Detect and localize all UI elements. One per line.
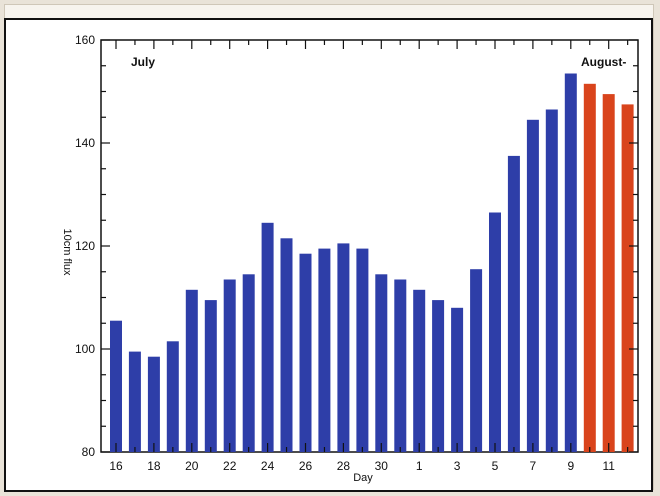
axis-ticks: [101, 39, 638, 453]
y-tick-label: 80: [82, 445, 96, 459]
y-tick-label: 160: [75, 33, 95, 47]
x-tick-label: 5: [492, 459, 499, 473]
bar-observed: [223, 279, 236, 452]
bar-chart: 80 100 120 140 160 16 18 20 22 24 26 28 30 1 3 5 7 9 11 Ju…: [61, 33, 639, 484]
bar-forecast: [602, 94, 615, 452]
bar-observed: [545, 109, 558, 452]
bar-observed: [204, 300, 217, 452]
x-tick-label: 24: [261, 459, 275, 473]
bar-observed: [413, 289, 426, 452]
bar-observed: [489, 212, 501, 452]
x-tick-label: 3: [454, 459, 461, 473]
annotation-august: August-: [581, 55, 626, 69]
x-tick-label: 1: [416, 459, 423, 473]
bar-observed: [128, 351, 141, 452]
x-tick-label: 16: [109, 459, 123, 473]
bar-forecast: [621, 104, 634, 453]
bar-forecast: [583, 83, 596, 453]
x-tick-label: 20: [185, 459, 199, 473]
x-tick-label: 9: [567, 459, 574, 473]
bar-observed: [110, 320, 122, 452]
bar-observed: [242, 274, 255, 452]
bar-observed: [337, 243, 350, 452]
x-axis-title: Day: [353, 472, 373, 484]
y-tick-label: 140: [75, 136, 95, 150]
bar-observed: [299, 253, 312, 452]
bar-observed: [261, 222, 274, 452]
bar-observed: [356, 248, 369, 452]
bar-observed: [166, 341, 179, 452]
y-tick-label: 100: [75, 342, 95, 356]
x-tick-label: 18: [147, 459, 161, 473]
annotation-july: July: [131, 55, 155, 69]
x-tick-label: 11: [602, 459, 615, 473]
bar-observed: [432, 300, 445, 452]
bars: [110, 73, 634, 453]
bar-observed: [394, 279, 407, 452]
y-axis-title: 10cm flux: [61, 228, 73, 276]
bar-observed: [185, 289, 198, 452]
bar-observed: [507, 155, 520, 452]
bar-observed: [526, 119, 539, 453]
x-tick-label: 7: [530, 459, 537, 473]
bar-observed: [470, 269, 483, 452]
x-tick-label: 26: [299, 459, 313, 473]
x-tick-label: 28: [337, 459, 351, 473]
bar-observed: [451, 307, 464, 452]
bar-observed: [318, 248, 331, 452]
bar-observed: [147, 356, 160, 452]
x-tick-label: 22: [223, 459, 237, 473]
x-tick-label: 30: [375, 459, 389, 473]
axis-labels: 80 100 120 140 160 16 18 20 22 24 26 28 30 1 3 5 7 9 11: [75, 33, 615, 473]
bar-observed: [564, 73, 577, 452]
chart-panel: 80 100 120 140 160 16 18 20 22 24 26 28 30 1 3 5 7 9 11 Ju…: [4, 18, 653, 492]
bar-observed: [375, 274, 388, 452]
bar-observed: [280, 238, 293, 452]
y-tick-label: 120: [75, 239, 95, 253]
